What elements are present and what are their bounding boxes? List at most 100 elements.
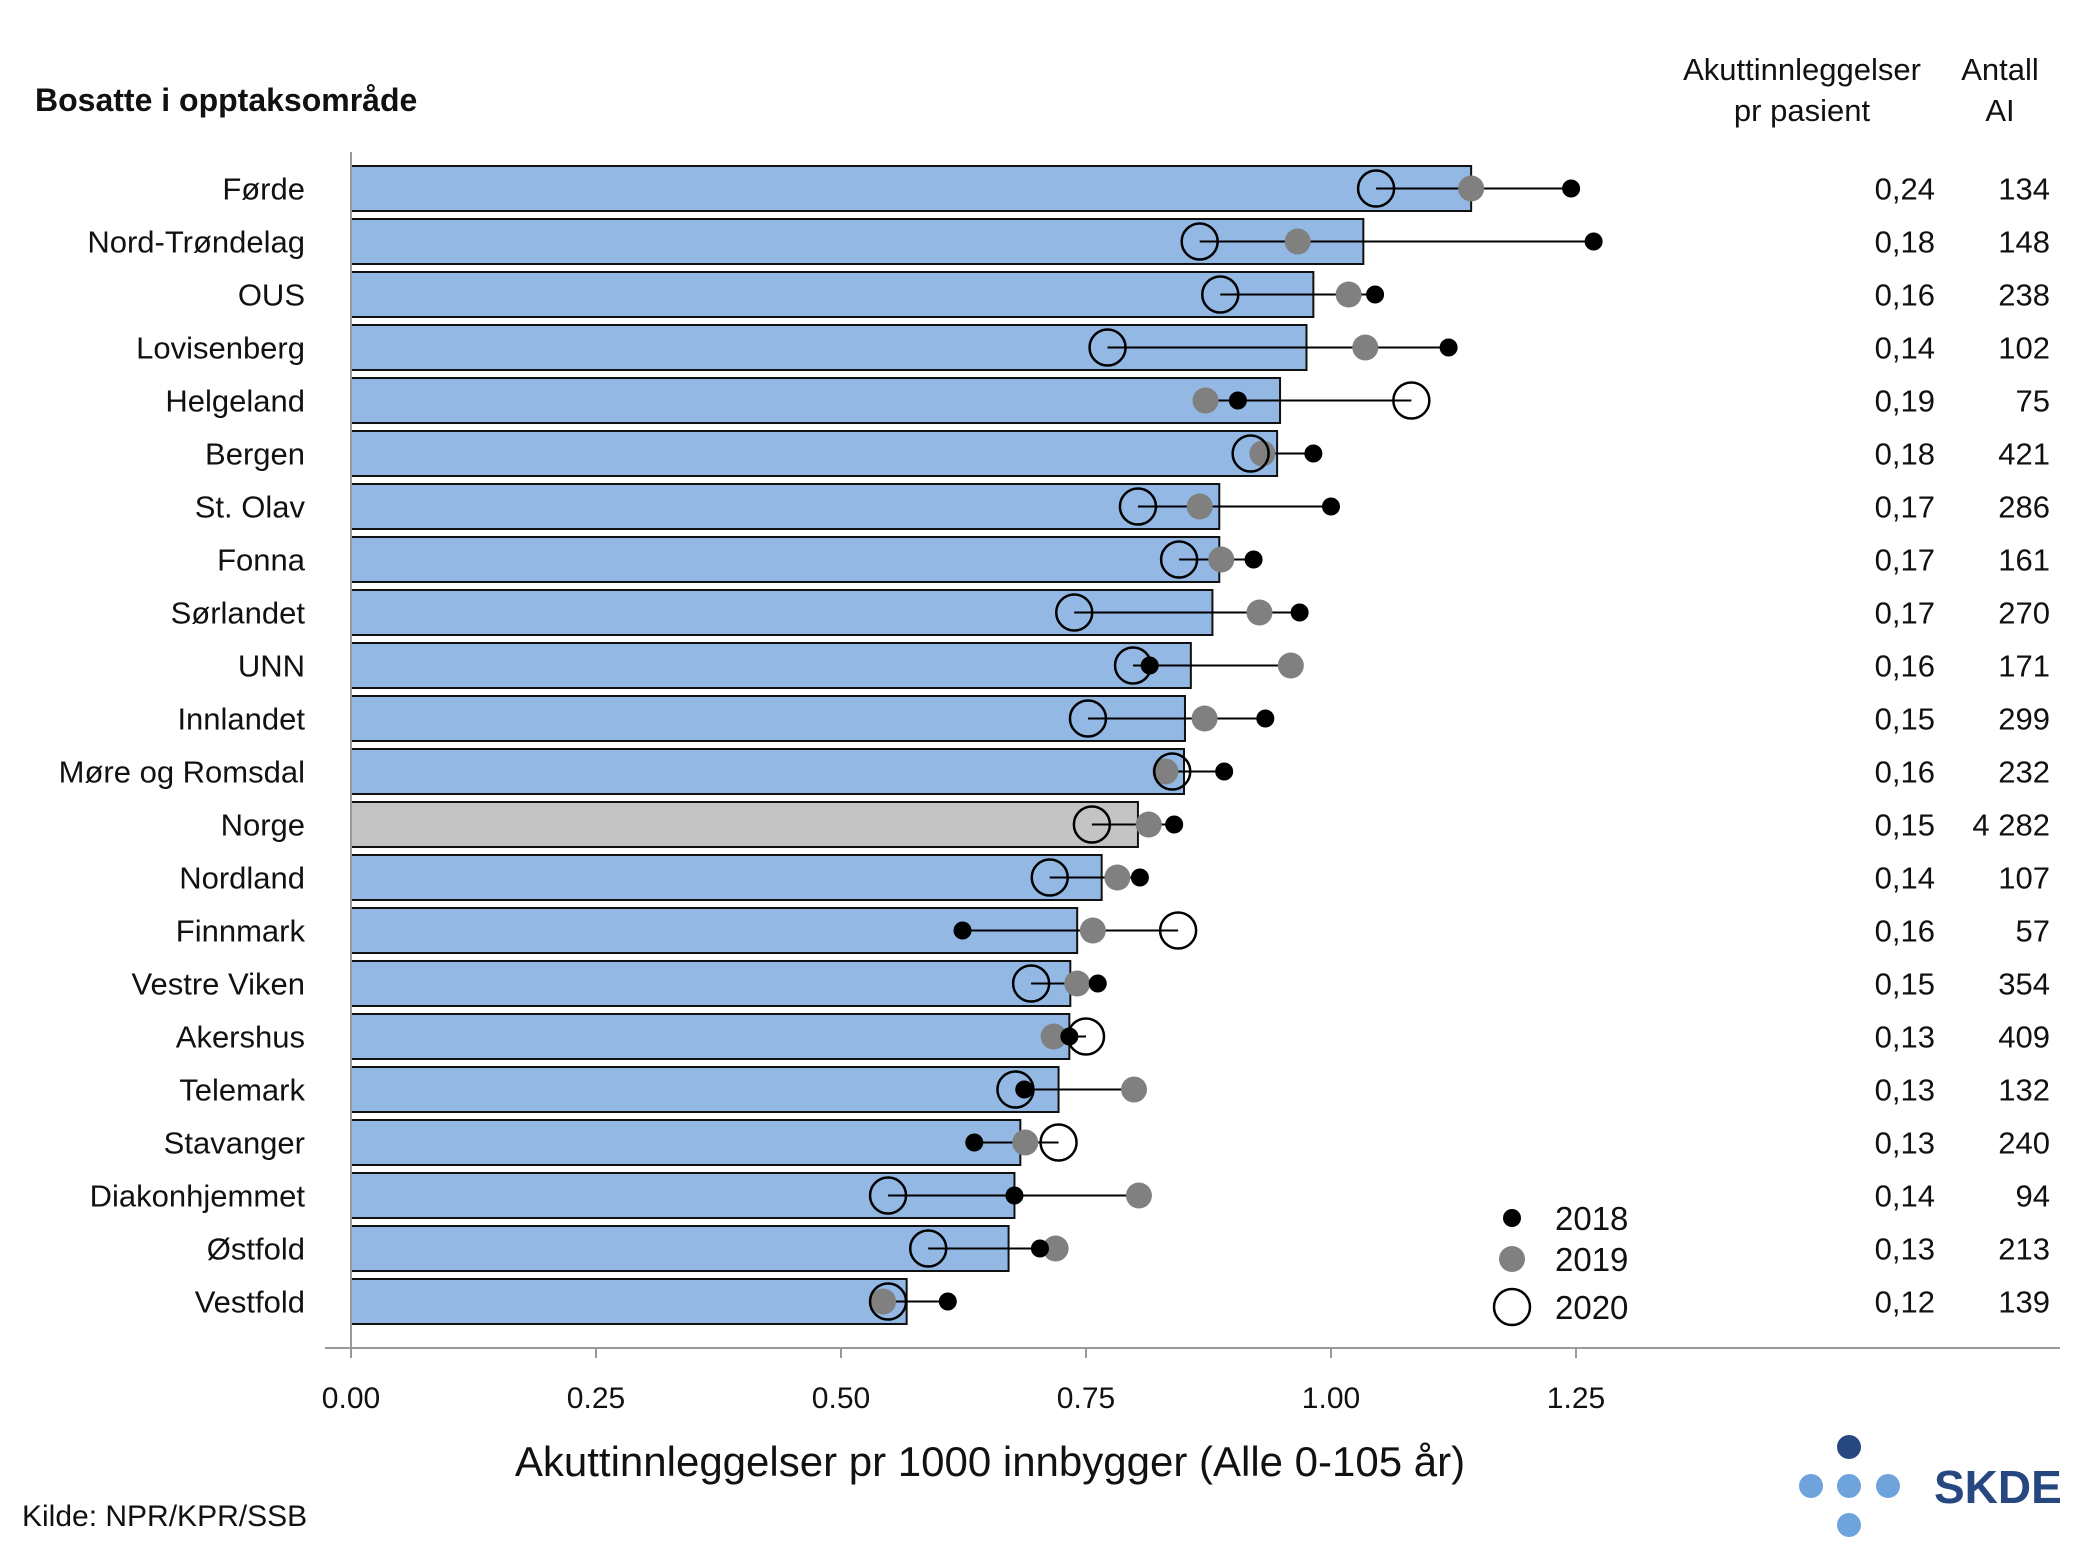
logo-dot-right	[1876, 1474, 1900, 1498]
antall-ai-value: 107	[1998, 861, 2050, 896]
point-2018	[1584, 232, 1603, 251]
point-2019	[1335, 281, 1362, 308]
point-2020	[908, 1229, 948, 1268]
point-2020	[1392, 381, 1431, 420]
per-patient-value: 0,15	[1875, 702, 1935, 737]
point-2019	[1191, 705, 1218, 732]
category-label: Førde	[222, 172, 305, 207]
logo-dot-top	[1837, 1435, 1861, 1459]
per-patient-value: 0,16	[1875, 649, 1935, 684]
per-patient-value: 0,24	[1875, 172, 1935, 207]
bar	[350, 430, 1279, 477]
point-2018	[1256, 709, 1275, 728]
point-2020	[1180, 222, 1219, 261]
count-header-line1: Antall	[1961, 52, 2039, 87]
x-tick-label: 1.25	[1547, 1382, 1605, 1415]
point-2018	[1244, 550, 1263, 569]
per-patient-value: 0,19	[1875, 384, 1935, 419]
point-2018	[1015, 1080, 1034, 1099]
category-label: UNN	[238, 649, 305, 684]
point-2020	[1054, 593, 1094, 632]
bar	[350, 801, 1139, 848]
point-2018	[1088, 974, 1107, 993]
per-patient-value: 0,16	[1875, 914, 1935, 949]
category-labels-layer: Førde Nord-Trøndelag OUS Lovisenberg Helgela…	[59, 172, 306, 1320]
point-2018	[1130, 868, 1149, 887]
category-label: Norge	[221, 808, 305, 843]
category-label: St. Olav	[195, 490, 306, 525]
point-2020	[1088, 328, 1127, 367]
point-2018	[1366, 285, 1385, 304]
category-label: Vestre Viken	[132, 967, 305, 1002]
point-2018	[1030, 1239, 1049, 1258]
bar	[350, 1278, 908, 1325]
category-label: Akershus	[176, 1020, 305, 1055]
per-patient-value: 0,12	[1875, 1285, 1935, 1320]
bar	[350, 165, 1473, 212]
category-label: Bergen	[205, 437, 305, 472]
point-2018	[1165, 815, 1184, 834]
category-label: Lovisenberg	[136, 331, 305, 366]
category-label: Stavanger	[164, 1126, 305, 1161]
point-2019	[1135, 811, 1162, 838]
point-2019	[1249, 440, 1276, 467]
legend-marker-2019	[1499, 1246, 1525, 1272]
category-label: Finnmark	[176, 914, 306, 949]
bar	[350, 483, 1221, 530]
category-label: Sørlandet	[171, 596, 306, 631]
point-2019	[1152, 758, 1179, 785]
per-patient-value: 0,13	[1875, 1126, 1935, 1161]
point-2019	[1186, 493, 1213, 520]
x-axis-title: Akuttinnleggelser pr 1000 innbygger (All…	[515, 1438, 1465, 1485]
point-2020	[1201, 275, 1240, 314]
bar	[350, 377, 1282, 424]
bar	[350, 695, 1186, 742]
per-patient-value: 0,18	[1875, 225, 1935, 260]
point-2018	[965, 1133, 984, 1152]
dots-layer	[868, 169, 1603, 1321]
point-2019	[1121, 1076, 1148, 1103]
logo-text: SKDE	[1934, 1461, 2062, 1513]
bar	[350, 536, 1221, 583]
point-2020	[996, 1070, 1035, 1109]
point-2020	[1072, 805, 1112, 844]
point-2020	[1356, 169, 1396, 208]
bar	[350, 748, 1185, 795]
per-patient-value: 0,13	[1875, 1232, 1935, 1267]
bar	[350, 1013, 1071, 1060]
antall-ai-value: 213	[1998, 1232, 2050, 1267]
category-label: Fonna	[217, 543, 306, 578]
x-tick-label: 0.00	[322, 1382, 380, 1415]
point-2019	[1458, 175, 1485, 202]
antall-ai-value: 354	[1998, 967, 2050, 1002]
antall-ai-value: 139	[1998, 1285, 2050, 1320]
bar	[350, 589, 1214, 636]
point-2020	[868, 1176, 908, 1215]
point-2018	[938, 1292, 957, 1311]
category-label: Telemark	[179, 1073, 305, 1108]
category-label: Nord-Trøndelag	[87, 225, 305, 260]
legend: 2018 2019 2020	[1492, 1200, 1628, 1327]
antall-ai-value: 102	[1998, 331, 2050, 366]
bar	[350, 1119, 1022, 1166]
point-2019	[1277, 652, 1304, 679]
point-2018	[1304, 444, 1323, 463]
antall-ai-value: 161	[1998, 543, 2050, 578]
point-2019	[1284, 228, 1311, 255]
bar	[350, 218, 1365, 265]
antall-ai-value: 286	[1998, 490, 2050, 525]
point-2020	[1152, 752, 1192, 791]
per-patient-value: 0,13	[1875, 1020, 1935, 1055]
point-2019	[1040, 1023, 1067, 1050]
antall-ai-value: 238	[1998, 278, 2050, 313]
point-2019	[1246, 599, 1273, 626]
point-2019	[1352, 334, 1379, 361]
legend-marker-2018	[1503, 1209, 1521, 1227]
point-2020	[1030, 858, 1069, 897]
antall-ai-value: 148	[1998, 225, 2050, 260]
point-2018	[953, 921, 972, 940]
per-patient-value: 0,17	[1875, 490, 1935, 525]
point-2020	[1159, 540, 1199, 579]
antall-ai-value: 232	[1998, 755, 2050, 790]
